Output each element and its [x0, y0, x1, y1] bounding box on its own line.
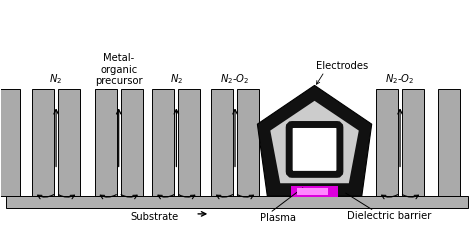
- Bar: [237, 89, 259, 196]
- Bar: [178, 89, 200, 196]
- Text: $N_2$: $N_2$: [170, 73, 183, 86]
- Text: Plasma: Plasma: [260, 213, 296, 223]
- Bar: [438, 89, 460, 196]
- Bar: [291, 186, 338, 197]
- Text: Electrodes: Electrodes: [316, 60, 368, 71]
- Bar: [0, 89, 20, 196]
- Text: Dielectric barrier: Dielectric barrier: [347, 211, 431, 221]
- Bar: [153, 89, 174, 196]
- Text: $N_2$: $N_2$: [49, 73, 63, 86]
- Text: $N_2$-$O_2$: $N_2$-$O_2$: [385, 73, 415, 86]
- Bar: [6, 196, 468, 208]
- Bar: [95, 89, 117, 196]
- Polygon shape: [270, 101, 359, 183]
- Bar: [211, 89, 233, 196]
- FancyBboxPatch shape: [289, 125, 340, 174]
- Bar: [58, 89, 80, 196]
- Text: Substrate: Substrate: [131, 212, 179, 222]
- Bar: [376, 89, 398, 196]
- Text: $N_2$-$O_2$: $N_2$-$O_2$: [220, 73, 250, 86]
- Text: Metal-
organic
precursor: Metal- organic precursor: [95, 53, 143, 86]
- Bar: [297, 188, 328, 195]
- Bar: [121, 89, 143, 196]
- Bar: [32, 89, 54, 196]
- Polygon shape: [257, 85, 372, 196]
- Bar: [402, 89, 424, 196]
